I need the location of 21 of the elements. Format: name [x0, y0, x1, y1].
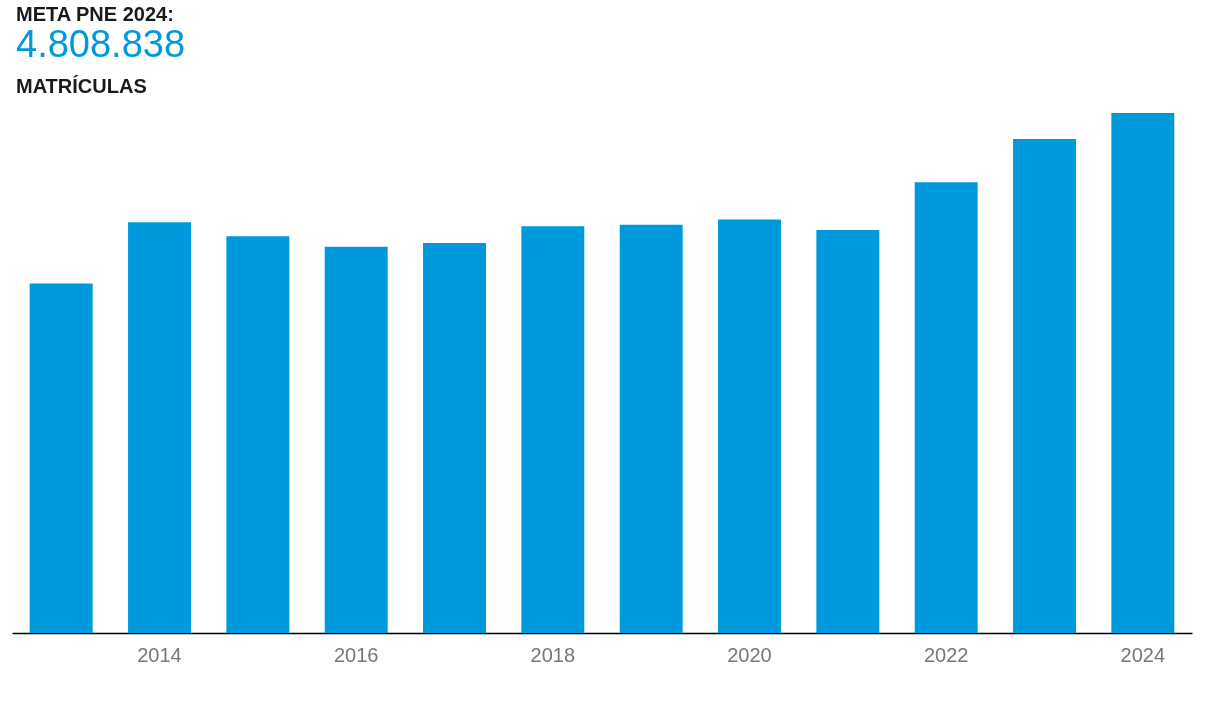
text: MATRÍCULAS [16, 75, 147, 97]
bar [816, 230, 880, 633]
bar [1013, 139, 1076, 633]
chart-title: META PNE 2024: [16, 3, 174, 25]
bar [521, 226, 585, 633]
x-tick-label: 2014 [137, 643, 182, 666]
x-tick-label: 2024 [1120, 643, 1166, 666]
bar [324, 246, 388, 633]
bar [1111, 113, 1175, 633]
bar [29, 283, 93, 633]
bar [226, 236, 290, 633]
bar [128, 222, 191, 633]
x-tick-label: 2018 [530, 643, 576, 666]
bar [914, 182, 978, 633]
x-tick-label: 2020 [727, 643, 772, 666]
bar [718, 219, 781, 633]
chart-subtitle: 4.808.838 [16, 23, 186, 65]
bar [423, 243, 486, 633]
bar [619, 224, 683, 633]
x-tick-label: 2016 [333, 643, 379, 666]
x-tick-label: 2022 [923, 643, 969, 666]
